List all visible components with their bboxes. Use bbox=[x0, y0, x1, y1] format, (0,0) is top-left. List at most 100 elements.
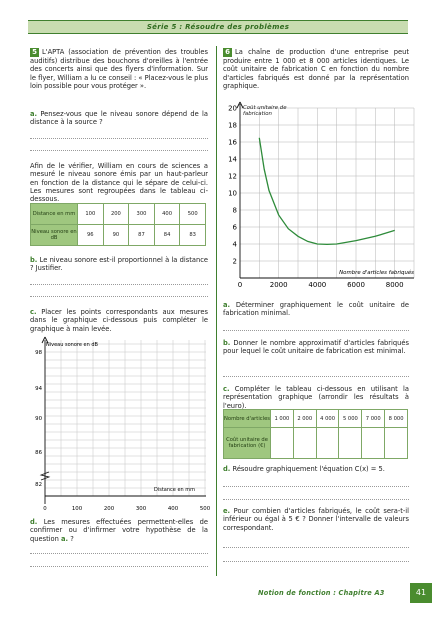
ex5-axis-break-icon bbox=[39, 471, 51, 481]
ex6-qc-text: Compléter le tableau ci-dessous en utili… bbox=[223, 385, 409, 410]
ex6-qe-text: Pour combien d'articles fabriqués, le co… bbox=[223, 507, 409, 532]
ex6-cost-input-cell[interactable] bbox=[315, 427, 340, 459]
ex6-cost-input-cell[interactable] bbox=[384, 427, 408, 459]
y-tick-label: 8 bbox=[233, 207, 237, 215]
chapter-footer: Notion de fonction : Chapitre A3 bbox=[258, 589, 385, 597]
ex5-qc-text: Placer les points correspondants aux mes… bbox=[30, 308, 208, 333]
ex6-count-cell: 7 000 bbox=[361, 408, 386, 429]
cost-curve bbox=[258, 137, 395, 246]
ex6-qd-text: Résoudre graphiquement l'équation C(x) =… bbox=[232, 465, 385, 473]
ex5-x-tick-label: 500 bbox=[200, 506, 211, 512]
ex5-measures-table: Distance en mm 100 200 300 400 500 Nivea… bbox=[30, 203, 206, 246]
x-tick-label: 0 bbox=[238, 281, 242, 289]
ex5-graph-xlabel: Distance en mm bbox=[154, 487, 195, 493]
answer-line[interactable] bbox=[30, 296, 208, 297]
ex6-qb-label: b. bbox=[223, 339, 231, 347]
ex5-blank-graph[interactable]: Niveau sonore en dB Distance en mm 98 94… bbox=[28, 334, 212, 516]
ex6-qc-label: c. bbox=[223, 385, 230, 393]
y-tick-label: 10 bbox=[228, 190, 237, 198]
ex6-table-header-count: Nombre d'articles bbox=[223, 408, 271, 429]
ex5-qd-label: d. bbox=[30, 518, 38, 526]
ex5-y-tick-label: 86 bbox=[35, 450, 42, 456]
ex5-question-b: b. Le niveau sonore est-il proportionnel… bbox=[30, 256, 208, 273]
ex5-level-cell: 84 bbox=[153, 224, 181, 246]
y-tick-label: 4 bbox=[233, 241, 238, 249]
answer-line[interactable] bbox=[223, 499, 409, 500]
ex5-y-tick-label: 98 bbox=[35, 350, 42, 356]
y-tick-label: 12 bbox=[228, 173, 237, 181]
y-tick-label: 16 bbox=[228, 139, 237, 147]
ex5-y-arrow-icon bbox=[41, 336, 49, 344]
answer-line[interactable] bbox=[30, 566, 208, 567]
ex6-question-a: a. Déterminer graphiquement le coût unit… bbox=[223, 301, 409, 318]
ex5-qd-end: ? bbox=[70, 534, 74, 543]
ex5-intro: 5 L'APTA (association de prévention des t… bbox=[30, 48, 208, 90]
y-tick-label: 6 bbox=[233, 224, 238, 232]
ex5-level-cell: 83 bbox=[179, 224, 206, 246]
answer-line[interactable] bbox=[223, 376, 409, 377]
ex6-count-cell: 5 000 bbox=[338, 408, 363, 429]
ex5-qa-text: Pensez-vous que le niveau sonore dépend … bbox=[30, 110, 208, 127]
answer-line[interactable] bbox=[30, 138, 208, 139]
ex5-qc-label: c. bbox=[30, 308, 37, 316]
answer-line[interactable] bbox=[223, 486, 409, 487]
ex5-distance-cell: 500 bbox=[179, 203, 206, 225]
series-banner: Série 5 : Résoudre des problèmes bbox=[28, 20, 408, 34]
ex5-paragraph: Afin de le vérifier, William en cours de… bbox=[30, 162, 208, 204]
ex6-qa-label: a. bbox=[223, 301, 231, 309]
ex6-qa-text: Déterminer graphiquement le coût unitair… bbox=[223, 301, 409, 318]
ex5-question-a: a. Pensez-vous que le niveau sonore dépe… bbox=[30, 110, 208, 127]
ex6-qd-label: d. bbox=[223, 465, 231, 473]
ex6-count-cell: 2 000 bbox=[292, 408, 317, 429]
ex5-x-tick-label: 200 bbox=[104, 506, 115, 512]
ex6-cost-input-cell[interactable] bbox=[338, 427, 363, 459]
ex5-level-cell: 96 bbox=[77, 224, 104, 246]
ex6-cost-input-cell[interactable] bbox=[270, 427, 294, 459]
ex5-x-tick-label: 400 bbox=[168, 506, 179, 512]
ex5-y-tick-label: 90 bbox=[35, 416, 42, 422]
ex6-cost-table: Nombre d'articles 1 000 2 000 4 000 5 00… bbox=[223, 408, 408, 459]
ex5-qb-text: Le niveau sonore est-il proportionnel à … bbox=[30, 256, 208, 273]
cost-chart: Coût unitaire de fabrication Nombre d'ar… bbox=[228, 101, 415, 289]
answer-line[interactable] bbox=[223, 330, 409, 331]
ex6-qe-label: e. bbox=[223, 507, 231, 515]
ex5-distance-cell: 400 bbox=[153, 203, 181, 225]
y-tick-label: 20 bbox=[228, 105, 237, 113]
ex6-count-cell: 4 000 bbox=[315, 408, 340, 429]
ex5-question-d: d. Les mesures effectuées permettent-ell… bbox=[30, 518, 208, 543]
x-tick-label: 6000 bbox=[347, 281, 365, 289]
ex6-cost-input-cell[interactable] bbox=[361, 427, 386, 459]
y-tick-label: 14 bbox=[228, 156, 237, 164]
ex5-x-tick-label: 300 bbox=[136, 506, 147, 512]
ex5-question-c: c. Placer les points correspondants aux … bbox=[30, 308, 208, 333]
ex5-distance-cell: 300 bbox=[128, 203, 155, 225]
ex6-intro-text: La chaîne de production d'une entreprise… bbox=[223, 48, 409, 90]
ex5-y-tick-label: 94 bbox=[35, 386, 42, 392]
ex6-cost-input-cell[interactable] bbox=[292, 427, 317, 459]
x-tick-label: 8000 bbox=[386, 281, 404, 289]
answer-line[interactable] bbox=[30, 284, 208, 285]
ex6-count-cell: 1 000 bbox=[270, 408, 294, 429]
answer-line[interactable] bbox=[223, 547, 409, 548]
answer-line[interactable] bbox=[30, 553, 208, 554]
ex5-qd-ref: a. bbox=[61, 534, 69, 543]
y-tick-label: 18 bbox=[228, 122, 237, 130]
answer-line[interactable] bbox=[30, 150, 208, 151]
ex5-y-tick-label: 82 bbox=[35, 482, 42, 488]
ex5-number-badge: 5 bbox=[30, 48, 39, 57]
answer-line[interactable] bbox=[223, 561, 409, 562]
ex5-level-cell: 87 bbox=[128, 224, 155, 246]
column-separator bbox=[216, 46, 217, 576]
ex6-question-c: c. Compléter le tableau ci-dessous en ut… bbox=[223, 385, 409, 410]
cost-chart-grid bbox=[239, 107, 415, 279]
ex6-number-badge: 6 bbox=[223, 48, 232, 57]
ex5-qb-label: b. bbox=[30, 256, 38, 264]
ex5-graph-grid bbox=[44, 340, 206, 497]
ex5-level-cell: 90 bbox=[102, 224, 130, 246]
y-tick-label: 2 bbox=[233, 258, 237, 266]
ex6-question-e: e. Pour combien d'articles fabriqués, le… bbox=[223, 507, 409, 532]
ex5-table-header-level: Niveau sonore en dB bbox=[30, 224, 78, 246]
ex6-qb-text: Donner le nombre approximatif d'articles… bbox=[223, 339, 409, 356]
page-number: 41 bbox=[410, 583, 432, 603]
x-tick-label: 2000 bbox=[270, 281, 288, 289]
